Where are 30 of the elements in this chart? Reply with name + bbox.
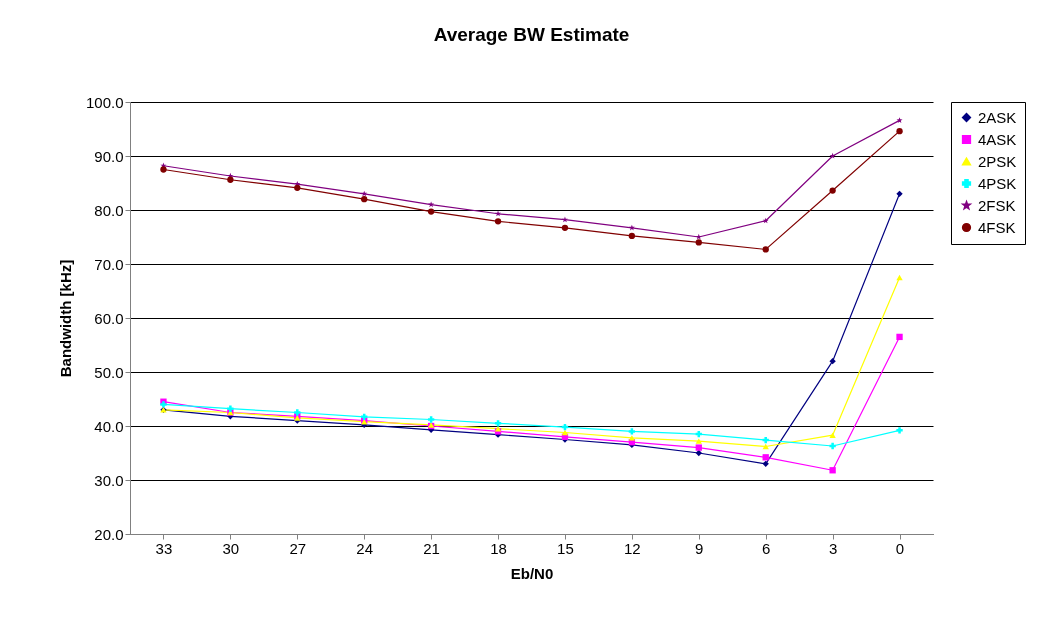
x-tick-label: 24 [356, 539, 374, 557]
y-axis-title: Bandwidth [kHz] [56, 259, 74, 378]
x-tick-label: 30 [222, 539, 240, 557]
x-tick-label: 15 [557, 539, 574, 557]
y-tick-label: 50.0 [94, 363, 124, 381]
legend-label: 4PSK [978, 174, 1017, 192]
x-tick-label: 9 [695, 539, 704, 557]
y-tick-label: 30.0 [94, 471, 124, 489]
y-tick-label: 100.0 [85, 93, 124, 111]
y-tick-label: 90.0 [94, 147, 124, 165]
chart-title: Average BW Estimate [433, 24, 630, 45]
x-axis-title: Eb/N0 [510, 564, 554, 582]
x-tick-label: 12 [624, 539, 641, 557]
legend-label: 4ASK [978, 130, 1017, 148]
y-tick-label: 70.0 [94, 255, 124, 273]
x-tick-label: 27 [289, 539, 307, 557]
x-tick-label: 21 [423, 539, 440, 557]
y-tick-label: 60.0 [94, 309, 124, 327]
y-tick-label: 80.0 [94, 201, 124, 219]
x-tick-label: 6 [762, 539, 771, 557]
x-tick-label: 18 [490, 539, 507, 557]
legend-label: 2PSK [978, 152, 1017, 170]
x-tick-label: 0 [895, 539, 905, 557]
y-tick-label: 20.0 [94, 525, 124, 543]
legend-label: 4FSK [978, 218, 1016, 236]
y-tick-label: 40.0 [94, 417, 124, 435]
legend-label: 2ASK [978, 108, 1017, 126]
x-tick-label: 33 [155, 539, 173, 557]
legend-label: 2FSK [978, 196, 1016, 214]
x-tick-label: 3 [828, 539, 838, 557]
